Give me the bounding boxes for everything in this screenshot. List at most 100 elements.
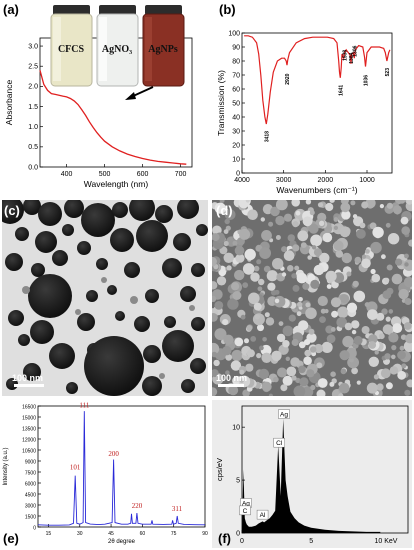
- y-tick-label: 12000: [22, 437, 36, 443]
- sem-grain: [320, 308, 326, 314]
- sem-grain: [371, 273, 381, 283]
- sem-grain: [298, 297, 303, 302]
- sem-grain: [304, 349, 312, 357]
- panel-e-label: (e): [3, 531, 19, 546]
- nanoparticle: [162, 258, 182, 278]
- tem-image: [2, 200, 208, 396]
- series-line: [37, 411, 206, 526]
- sem-grain: [232, 291, 242, 300]
- sem-grain: [401, 226, 410, 235]
- sem-grain: [239, 369, 245, 375]
- sem-grain: [325, 325, 334, 334]
- sem-grain: [319, 220, 325, 226]
- y-axis-label: Transmission (%): [216, 70, 226, 136]
- nanoparticle: [142, 376, 162, 396]
- sem-grain: [340, 368, 347, 375]
- sem-grain: [276, 333, 286, 343]
- sem-grain: [253, 302, 262, 311]
- sem-grain: [274, 289, 280, 295]
- sem-grain: [257, 324, 264, 332]
- sem-grain: [340, 202, 351, 213]
- sem-grain: [397, 370, 407, 380]
- sem-grain: [212, 342, 220, 355]
- sem-grain: [281, 246, 288, 253]
- scale-bar-d: [218, 384, 244, 387]
- sem-grain: [212, 313, 218, 322]
- sem-grain: [234, 245, 245, 256]
- sem-grain: [361, 326, 370, 334]
- x-tick-label: 5: [309, 538, 313, 545]
- x-axis-label: 2θ degree: [108, 539, 136, 545]
- peak-label: Ag: [242, 500, 250, 507]
- series-line: [244, 35, 391, 125]
- x-tick-label: 400: [61, 171, 73, 178]
- sem-grain: [212, 295, 217, 302]
- sem-grain: [212, 233, 220, 242]
- nanoparticle: [77, 241, 91, 255]
- sem-grain: [242, 263, 255, 275]
- sem-grain: [225, 354, 233, 361]
- x-tick-label: 60: [140, 531, 146, 537]
- sem-grain: [352, 214, 358, 219]
- sem-grain: [244, 338, 249, 344]
- sem-grain: [336, 317, 347, 328]
- nanoparticle: [191, 263, 205, 277]
- sem-grain: [346, 302, 358, 313]
- sem-grain: [400, 216, 409, 225]
- sem-grain: [405, 333, 412, 344]
- peak-label: 101: [70, 463, 81, 471]
- sem-grain: [317, 378, 328, 388]
- nanoparticle: [75, 309, 81, 315]
- vial-agno3: AgNO₃: [96, 5, 139, 87]
- scale-bar-d-label: 100 nm: [216, 373, 248, 383]
- sem-grain: [254, 314, 260, 320]
- sem-grain: [214, 202, 226, 214]
- series-line: [39, 70, 187, 165]
- y-tick-label: 70: [232, 72, 240, 79]
- x-tick-label: 600: [137, 171, 149, 178]
- sem-grain: [263, 265, 271, 273]
- sem-grain: [271, 350, 282, 361]
- nanoparticle: [81, 203, 115, 237]
- sem-grain: [308, 328, 315, 335]
- sem-grain: [273, 376, 279, 383]
- sem-grain: [270, 206, 280, 217]
- sem-grain: [325, 202, 334, 212]
- sem-grain: [367, 309, 378, 320]
- sem-grain: [352, 280, 359, 288]
- sem-grain: [247, 209, 258, 220]
- sem-grain: [333, 217, 339, 222]
- sem-grain: [385, 316, 391, 322]
- sem-grain: [297, 230, 309, 242]
- sem-grain: [291, 200, 300, 207]
- sem-grain: [290, 357, 300, 367]
- sem-grain: [311, 245, 317, 250]
- sem-grain: [321, 341, 333, 353]
- sem-grain: [227, 298, 239, 310]
- peak-label: 220: [132, 502, 143, 510]
- sem-grain: [268, 393, 273, 396]
- sem-grain: [265, 317, 275, 326]
- sem-grain: [278, 321, 284, 326]
- series-area: [242, 418, 381, 533]
- sem-grain: [259, 345, 264, 351]
- vial-cfcs: CFCS: [50, 5, 93, 87]
- sem-grain: [250, 272, 260, 282]
- scale-bar-c-label: 100 nm: [12, 373, 44, 383]
- sem-grain: [258, 368, 270, 380]
- sem-grain: [212, 351, 218, 358]
- peak-label-box: [278, 409, 290, 419]
- x-tick-label: 30: [77, 531, 83, 537]
- sem-grain: [329, 200, 335, 203]
- sem-grain: [274, 298, 280, 304]
- y-axis-label: Intensity (a.u.): [3, 447, 9, 485]
- sem-grain: [324, 309, 329, 314]
- nanoparticle: [15, 227, 29, 241]
- sem-grain: [310, 279, 320, 289]
- sem-grain: [395, 258, 403, 266]
- sem-grain: [305, 307, 317, 320]
- sem-grain: [401, 363, 407, 369]
- nanoparticle: [129, 200, 155, 221]
- y-tick-label: 16500: [22, 404, 36, 410]
- sem-grain: [304, 339, 311, 346]
